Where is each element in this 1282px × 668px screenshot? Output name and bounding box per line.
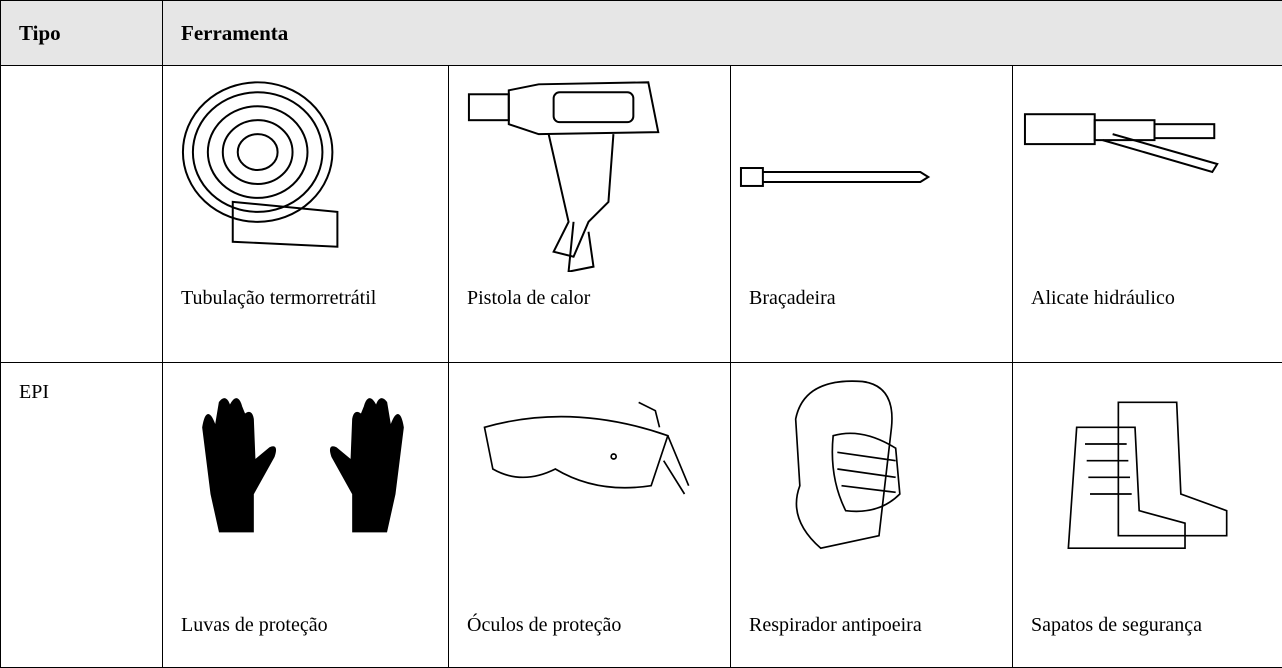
header-row: Tipo Ferramenta — [1, 1, 1282, 66]
item-cell: Respirador antipoeira — [731, 363, 1013, 668]
item-cell: Braçadeira — [731, 66, 1013, 363]
item-label: Sapatos de segurança — [1031, 611, 1276, 639]
item-label: Tubulação termorretrátil — [181, 284, 442, 312]
item-label: Respirador antipoeira — [749, 611, 1006, 639]
heat-shrink-icon — [163, 72, 448, 272]
page: Tipo Ferramenta Tubulação termorretrátil… — [0, 0, 1282, 634]
item-cell: Luvas de proteção — [163, 363, 449, 668]
row: Tubulação termorretrátil Pistola de calo… — [1, 66, 1282, 363]
cable-tie-icon — [731, 72, 1012, 272]
item-label: Óculos de proteção — [467, 611, 724, 639]
item-label: Alicate hidráulico — [1031, 284, 1276, 312]
item-cell: Óculos de proteção — [449, 363, 731, 668]
item-label: Luvas de proteção — [181, 611, 442, 639]
type-cell: EPI — [1, 363, 163, 668]
item-cell: Sapatos de segurança — [1013, 363, 1282, 668]
item-cell: Tubulação termorretrátil — [163, 66, 449, 363]
respirator-icon — [731, 369, 1012, 569]
heat-gun-icon — [449, 72, 730, 272]
gloves-icon — [163, 369, 448, 569]
item-label: Braçadeira — [749, 284, 1006, 312]
row: EPI Luvas de proteção Óculos de proteção… — [1, 363, 1282, 668]
type-cell — [1, 66, 163, 363]
item-cell: Pistola de calor — [449, 66, 731, 363]
crimper-icon — [1013, 72, 1282, 272]
item-cell: Alicate hidráulico — [1013, 66, 1282, 363]
goggles-icon — [449, 369, 730, 569]
item-label: Pistola de calor — [467, 284, 724, 312]
boots-icon — [1013, 369, 1282, 569]
header-cell: Ferramenta — [163, 1, 1282, 66]
header-cell: Tipo — [1, 1, 163, 66]
